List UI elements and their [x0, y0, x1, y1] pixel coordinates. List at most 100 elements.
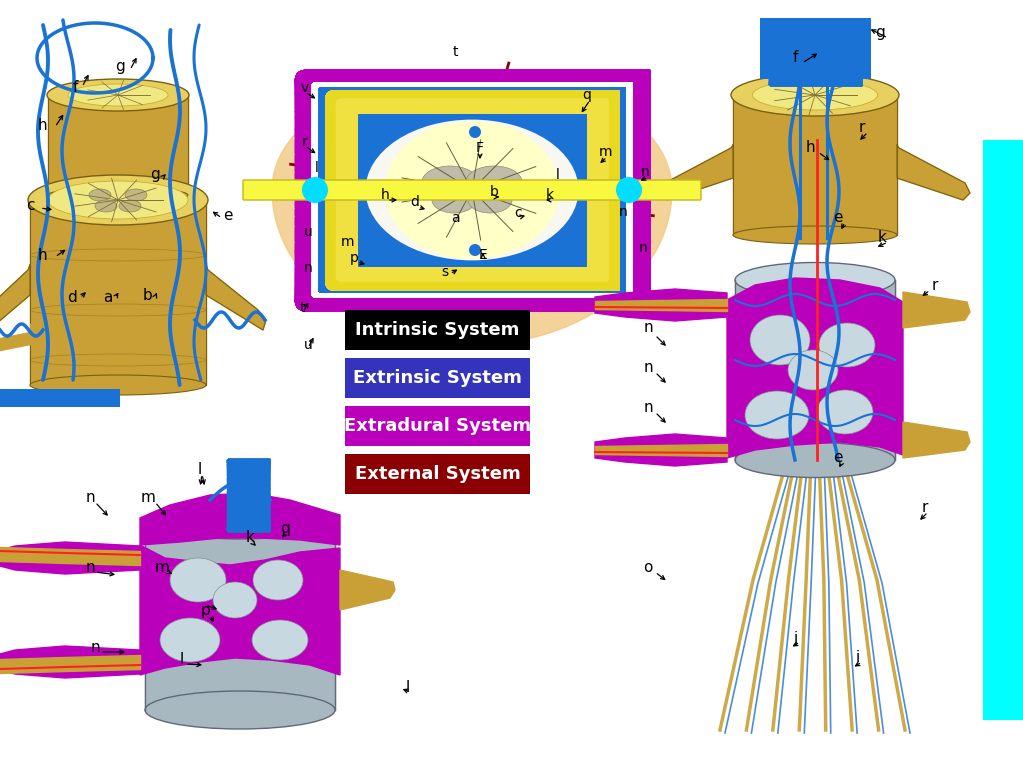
- Text: q: q: [582, 88, 591, 102]
- Text: u: u: [304, 225, 312, 239]
- Bar: [345, 406, 530, 446]
- Text: h: h: [381, 188, 390, 202]
- Text: n: n: [643, 401, 653, 416]
- Ellipse shape: [733, 86, 897, 104]
- Text: r: r: [302, 135, 308, 149]
- Ellipse shape: [468, 187, 512, 213]
- Text: p: p: [201, 603, 210, 617]
- Text: e: e: [834, 451, 843, 465]
- Polygon shape: [733, 95, 897, 235]
- Text: n: n: [643, 321, 653, 335]
- Circle shape: [469, 244, 481, 256]
- Polygon shape: [595, 289, 727, 321]
- Text: t: t: [452, 45, 457, 59]
- Ellipse shape: [735, 262, 895, 297]
- Text: i: i: [856, 651, 860, 666]
- Ellipse shape: [731, 74, 899, 116]
- Text: e: e: [834, 211, 843, 226]
- Ellipse shape: [145, 501, 335, 539]
- Polygon shape: [140, 493, 340, 545]
- Text: E: E: [479, 248, 487, 262]
- Text: n: n: [85, 561, 95, 575]
- Text: b: b: [143, 289, 152, 303]
- FancyBboxPatch shape: [243, 180, 701, 200]
- Ellipse shape: [170, 558, 226, 602]
- Polygon shape: [660, 145, 733, 200]
- Ellipse shape: [48, 188, 188, 202]
- Ellipse shape: [28, 175, 208, 225]
- Circle shape: [616, 177, 642, 203]
- Polygon shape: [206, 265, 266, 330]
- Polygon shape: [145, 520, 335, 710]
- Text: l: l: [315, 161, 319, 175]
- Text: n: n: [643, 360, 653, 375]
- Ellipse shape: [253, 560, 303, 600]
- Text: d: d: [68, 290, 77, 306]
- Text: c: c: [515, 206, 522, 220]
- Text: Extrinsic System: Extrinsic System: [353, 369, 522, 387]
- Text: f: f: [73, 80, 78, 94]
- Ellipse shape: [788, 350, 838, 390]
- Polygon shape: [595, 434, 727, 466]
- Ellipse shape: [30, 249, 206, 261]
- Ellipse shape: [68, 84, 168, 106]
- Ellipse shape: [30, 375, 206, 395]
- Ellipse shape: [252, 620, 308, 660]
- Text: g: g: [116, 59, 125, 74]
- Ellipse shape: [735, 442, 895, 477]
- Text: d: d: [410, 195, 419, 209]
- Ellipse shape: [30, 304, 206, 316]
- Text: Extradural System: Extradural System: [344, 417, 531, 435]
- Text: q: q: [280, 521, 290, 536]
- Polygon shape: [0, 265, 30, 335]
- Ellipse shape: [89, 189, 112, 201]
- Bar: [345, 358, 530, 398]
- Polygon shape: [903, 292, 970, 328]
- Text: m: m: [342, 235, 355, 249]
- Ellipse shape: [213, 582, 257, 618]
- Text: External System: External System: [355, 465, 521, 483]
- Polygon shape: [0, 542, 140, 574]
- Text: m: m: [140, 490, 155, 505]
- Ellipse shape: [385, 121, 560, 259]
- Ellipse shape: [466, 166, 522, 198]
- Ellipse shape: [365, 119, 578, 261]
- Text: l: l: [557, 168, 560, 182]
- Text: g: g: [875, 24, 885, 40]
- Text: v: v: [301, 81, 309, 95]
- Text: m: m: [154, 561, 170, 575]
- Ellipse shape: [745, 391, 809, 439]
- Ellipse shape: [753, 80, 878, 110]
- Polygon shape: [48, 95, 188, 195]
- Bar: [983, 140, 1023, 720]
- Text: l: l: [406, 680, 410, 695]
- Text: h: h: [37, 248, 47, 262]
- Text: u: u: [304, 338, 312, 352]
- Text: h: h: [37, 118, 47, 132]
- Ellipse shape: [817, 390, 873, 434]
- Polygon shape: [30, 200, 206, 385]
- Text: r: r: [922, 501, 928, 515]
- Ellipse shape: [422, 166, 478, 198]
- Ellipse shape: [119, 200, 141, 212]
- Text: l: l: [197, 463, 203, 477]
- Text: n: n: [90, 641, 100, 655]
- Text: n: n: [638, 241, 648, 255]
- Bar: [345, 454, 530, 494]
- Text: b: b: [490, 185, 498, 199]
- Text: t: t: [300, 301, 305, 315]
- Polygon shape: [897, 145, 970, 200]
- Text: h: h: [805, 141, 814, 156]
- Text: n: n: [640, 165, 650, 179]
- Circle shape: [302, 177, 328, 203]
- Ellipse shape: [160, 618, 220, 662]
- Text: k: k: [546, 188, 554, 202]
- Ellipse shape: [30, 190, 206, 210]
- Text: F: F: [476, 141, 484, 155]
- Text: p: p: [350, 251, 358, 265]
- Text: a: a: [103, 290, 113, 305]
- Ellipse shape: [432, 187, 476, 213]
- Ellipse shape: [125, 189, 147, 201]
- Polygon shape: [340, 570, 395, 610]
- Polygon shape: [903, 422, 970, 458]
